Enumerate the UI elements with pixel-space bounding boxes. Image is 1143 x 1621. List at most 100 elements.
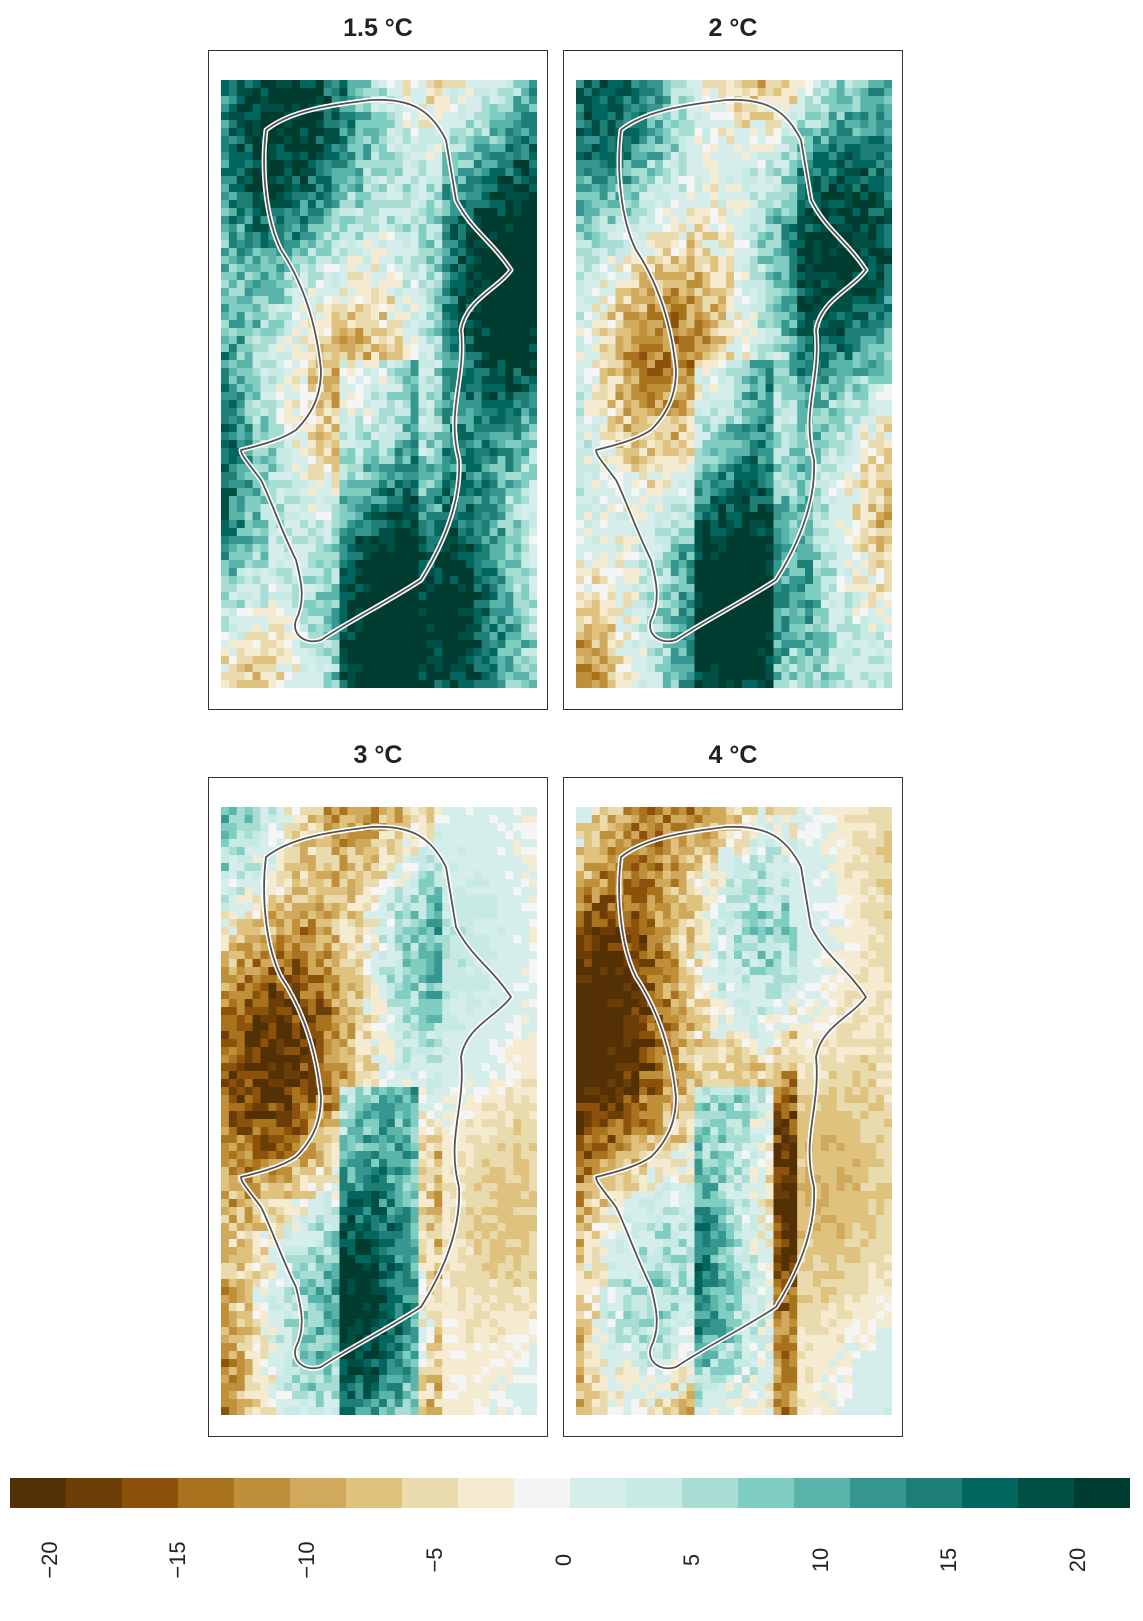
grid-cell	[615, 432, 624, 441]
grid-cell	[458, 512, 467, 521]
grid-cell	[410, 312, 419, 321]
grid-cell	[647, 104, 656, 113]
grid-cell	[710, 272, 719, 281]
grid-cell	[757, 384, 766, 393]
grid-cell	[718, 616, 727, 625]
grid-cell	[631, 184, 640, 193]
grid-cell	[252, 488, 261, 497]
grid-cell	[655, 376, 664, 385]
grid-cell	[458, 608, 467, 617]
grid-cell	[647, 432, 656, 441]
grid-cell	[426, 288, 435, 297]
grid-cell	[300, 632, 309, 641]
grid-cell	[284, 488, 293, 497]
grid-cell	[473, 168, 483, 177]
grid-cell	[734, 368, 743, 377]
grid-cell	[379, 608, 388, 617]
grid-cell	[268, 624, 277, 633]
grid-cell	[757, 80, 766, 89]
grid-cell	[662, 576, 672, 585]
grid-cell	[426, 416, 435, 425]
grid-cell	[450, 296, 459, 305]
grid-cell	[394, 440, 404, 449]
grid-cell	[481, 376, 490, 385]
grid-cell	[379, 528, 388, 537]
grid-cell	[529, 560, 537, 569]
grid-cell	[402, 232, 411, 241]
grid-cell	[386, 608, 396, 617]
grid-cell	[489, 400, 498, 409]
grid-cell	[363, 296, 372, 305]
grid-cell	[513, 136, 522, 145]
grid-cell	[458, 456, 467, 465]
grid-cell	[465, 416, 475, 425]
grid-cell	[426, 264, 435, 273]
grid-cell	[355, 296, 364, 305]
grid-cell	[734, 440, 743, 449]
grid-cell	[307, 576, 317, 585]
grid-cell	[670, 264, 680, 273]
grid-cell	[315, 672, 325, 681]
grid-cell	[631, 344, 640, 353]
grid-cell	[228, 136, 238, 145]
grid-cell	[386, 640, 396, 649]
grid-cell	[655, 400, 664, 409]
grid-cell	[221, 144, 230, 153]
grid-cell	[662, 360, 672, 369]
grid-cell	[599, 592, 608, 601]
grid-cell	[718, 312, 727, 321]
grid-cell	[268, 656, 277, 665]
grid-cell	[284, 584, 293, 593]
grid-cell	[757, 616, 766, 625]
grid-cell	[355, 360, 364, 369]
grid-cell	[394, 224, 404, 233]
grid-cell	[410, 528, 419, 537]
grid-cell	[734, 144, 743, 153]
grid-cell	[473, 560, 483, 569]
grid-cell	[371, 128, 380, 137]
grid-cell	[386, 240, 396, 249]
grid-cell	[718, 336, 727, 345]
grid-cell	[576, 432, 585, 441]
grid-cell	[379, 200, 388, 209]
grid-cell	[497, 488, 506, 497]
grid-cell	[678, 248, 687, 257]
grid-cell	[497, 184, 506, 193]
grid-cell	[323, 160, 332, 169]
grid-cell	[702, 272, 711, 281]
grid-cell	[386, 536, 396, 545]
grid-cell	[465, 488, 475, 497]
grid-cell	[489, 224, 498, 233]
grid-cell	[284, 616, 293, 625]
grid-cell	[260, 624, 269, 633]
grid-cell	[347, 248, 356, 257]
grid-cell	[631, 192, 640, 201]
grid-cell	[576, 168, 585, 177]
grid-cell	[765, 520, 774, 529]
grid-cell	[741, 248, 751, 257]
grid-cell	[221, 312, 230, 321]
grid-cell	[670, 144, 680, 153]
grid-cell	[481, 88, 490, 97]
grid-cell	[529, 136, 537, 145]
grid-cell	[418, 304, 427, 313]
grid-cell	[726, 88, 735, 97]
grid-cell	[481, 400, 490, 409]
grid-cell	[765, 144, 774, 153]
grid-cell	[473, 416, 483, 425]
grid-cell	[734, 120, 743, 129]
grid-cell	[505, 632, 514, 641]
grid-cell	[505, 360, 514, 369]
grid-cell	[765, 624, 774, 633]
grid-cell	[339, 648, 348, 657]
grid-cell	[599, 232, 608, 241]
grid-cell	[576, 272, 585, 281]
grid-cell	[371, 568, 380, 577]
grid-cell	[228, 440, 238, 449]
grid-cell	[529, 592, 537, 601]
grid-cell	[647, 472, 656, 481]
grid-cell	[599, 560, 608, 569]
grid-cell	[260, 320, 269, 329]
grid-cell	[236, 512, 246, 521]
grid-cell	[710, 560, 719, 569]
